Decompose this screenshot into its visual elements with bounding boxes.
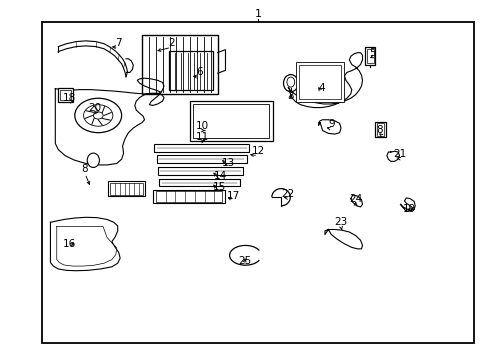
Text: 8: 8 [376, 125, 383, 135]
Text: 23: 23 [334, 217, 347, 227]
Text: 18: 18 [63, 93, 77, 103]
Bar [159, 179, 239, 186]
Text: 4: 4 [318, 83, 324, 93]
Bar [365, 47, 374, 64]
Text: 21: 21 [392, 149, 406, 159]
Ellipse shape [283, 75, 298, 92]
Bar [193, 104, 269, 138]
Circle shape [93, 112, 103, 119]
Text: 2: 2 [168, 38, 174, 48]
Bar [366, 49, 373, 63]
Bar [154, 144, 249, 152]
Text: 10: 10 [195, 121, 208, 131]
Bar [142, 35, 217, 94]
Text: 7: 7 [115, 38, 122, 48]
Text: 8: 8 [81, 164, 88, 174]
Bar [108, 181, 144, 196]
Circle shape [83, 105, 113, 126]
Bar [42, 22, 473, 343]
Ellipse shape [286, 77, 294, 87]
Bar [374, 122, 385, 137]
Text: 1: 1 [254, 9, 261, 19]
Text: 3: 3 [286, 91, 293, 101]
Text: 15: 15 [212, 182, 225, 192]
Text: 9: 9 [327, 120, 334, 129]
Bar [189, 101, 272, 140]
Bar [110, 183, 142, 195]
Ellipse shape [312, 72, 321, 84]
Bar [157, 155, 246, 163]
Text: 5: 5 [368, 48, 375, 58]
Text: 16: 16 [62, 239, 76, 249]
Bar [153, 190, 224, 203]
Text: 13: 13 [222, 158, 235, 168]
Text: 17: 17 [227, 191, 240, 201]
Bar [168, 51, 212, 90]
Ellipse shape [87, 153, 99, 167]
Text: 6: 6 [195, 67, 202, 77]
Text: 25: 25 [237, 256, 251, 266]
Text: 14: 14 [213, 171, 226, 181]
Bar [376, 123, 384, 135]
Bar [158, 167, 243, 175]
Bar [299, 65, 340, 99]
Bar [60, 90, 71, 100]
Ellipse shape [308, 69, 324, 89]
Text: 19: 19 [402, 204, 415, 215]
Text: 11: 11 [195, 132, 208, 142]
Bar [295, 62, 344, 102]
Text: 22: 22 [280, 189, 293, 199]
Circle shape [75, 98, 122, 133]
Bar [58, 88, 73, 102]
Text: 24: 24 [348, 194, 362, 204]
Text: 12: 12 [251, 146, 264, 156]
Text: 20: 20 [88, 103, 101, 113]
Bar [156, 192, 222, 202]
